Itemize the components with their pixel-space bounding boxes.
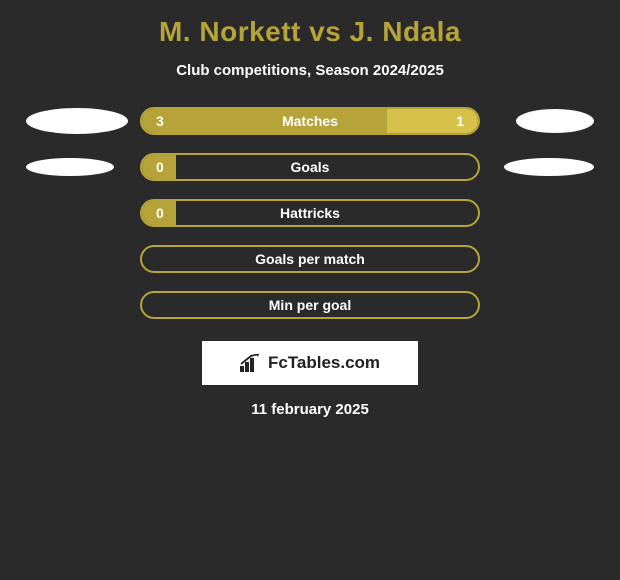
date-text: 11 february 2025 [0, 401, 620, 418]
stat-row: Goals per match [0, 245, 620, 273]
player2-oval [516, 109, 594, 133]
stat-bar-right: 1 [387, 109, 478, 133]
left-oval-slot [20, 291, 128, 319]
stat-bar-right [176, 201, 478, 225]
player1-name: M. Norkett [159, 16, 301, 47]
chart-icon [240, 354, 262, 372]
stat-bar-left: 3 [142, 109, 387, 133]
stat-bar: 0Goals [140, 153, 480, 181]
stat-bar: 31Matches [140, 107, 480, 135]
stat-bar-right [156, 247, 478, 271]
logo-text: FcTables.com [268, 353, 380, 373]
bars-container: 31Matches 0Goals 0Hattricks Goals per match… [0, 107, 620, 319]
stat-bar-left [142, 293, 156, 317]
stat-row: Min per goal [0, 291, 620, 319]
right-oval-slot [492, 107, 600, 135]
right-oval-slot [492, 245, 600, 273]
stat-row: 0Hattricks [0, 199, 620, 227]
right-oval-slot [492, 199, 600, 227]
right-oval-slot [492, 153, 600, 181]
stat-row: 0Goals [0, 153, 620, 181]
comparison-title: M. Norkett vs J. Ndala [0, 16, 620, 48]
right-oval-slot [492, 291, 600, 319]
left-oval-slot [20, 107, 128, 135]
subtitle: Club competitions, Season 2024/2025 [0, 62, 620, 79]
player2-oval [504, 158, 594, 176]
player1-oval [26, 108, 128, 134]
left-oval-slot [20, 245, 128, 273]
player2-name: J. Ndala [350, 16, 461, 47]
stat-row: 31Matches [0, 107, 620, 135]
site-logo[interactable]: FcTables.com [202, 341, 418, 385]
stat-bar-right [156, 293, 478, 317]
vs-text: vs [309, 16, 341, 47]
left-oval-slot [20, 153, 128, 181]
stat-bar-left [142, 247, 156, 271]
stat-bar-left: 0 [142, 155, 176, 179]
stat-bar: Goals per match [140, 245, 480, 273]
left-oval-slot [20, 199, 128, 227]
player1-oval [26, 158, 114, 176]
stat-bar: 0Hattricks [140, 199, 480, 227]
stat-bar-right [176, 155, 478, 179]
stat-bar: Min per goal [140, 291, 480, 319]
stat-bar-left: 0 [142, 201, 176, 225]
